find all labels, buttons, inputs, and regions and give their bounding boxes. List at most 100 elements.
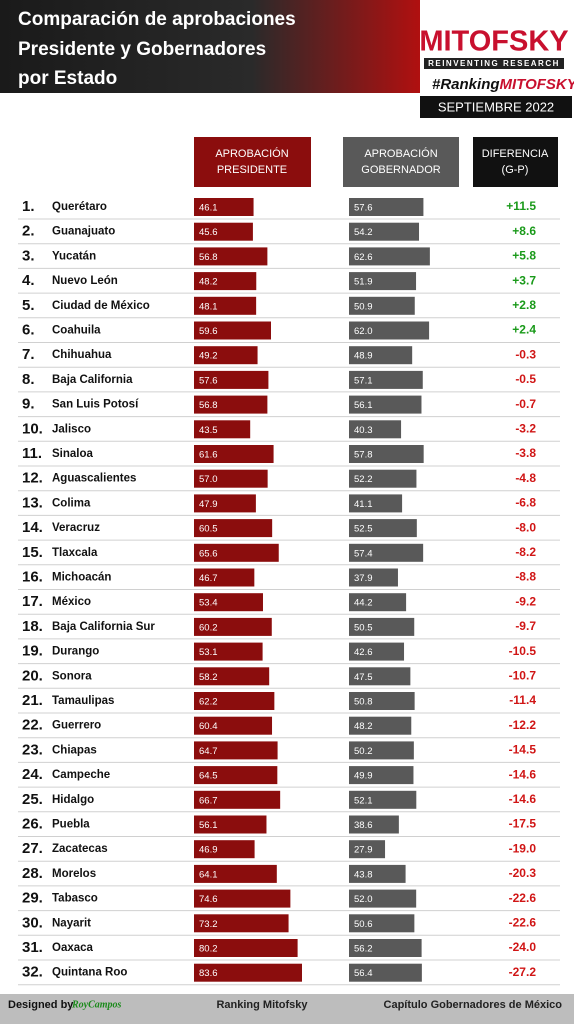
- bar-label: 40.3: [354, 425, 373, 436]
- bar-label: 73.2: [199, 919, 218, 930]
- difference: -8.0: [515, 520, 536, 534]
- bar-label: 50.9: [354, 301, 373, 312]
- bar-label: 60.4: [199, 721, 218, 732]
- rank: 12.: [22, 470, 43, 487]
- difference: -8.8: [515, 570, 536, 584]
- difference: +5.8: [512, 249, 536, 263]
- footer-designed: Designed by: [8, 999, 74, 1011]
- bar-label: 57.8: [354, 450, 373, 461]
- bar: [349, 617, 415, 636]
- difference: -14.5: [509, 743, 537, 757]
- bar-label: 48.9: [354, 351, 373, 362]
- bar-label: 27.9: [354, 845, 373, 856]
- bar-label: 46.1: [199, 203, 218, 214]
- rank: 11.: [22, 445, 42, 462]
- bar-label: 56.8: [199, 252, 218, 263]
- difference: +8.6: [512, 224, 536, 238]
- bar-label: 47.5: [354, 672, 373, 683]
- bar-label: 53.4: [199, 598, 218, 609]
- bar: [194, 642, 263, 661]
- bar: [349, 543, 424, 562]
- difference: -9.7: [515, 619, 536, 633]
- bar-label: 74.6: [199, 894, 218, 905]
- rank: 7.: [22, 346, 35, 363]
- bar-label: 52.0: [354, 894, 373, 905]
- bar-label: 52.1: [354, 795, 373, 806]
- bar: [194, 445, 274, 463]
- rank: 20.: [22, 667, 43, 684]
- bar-label: 56.1: [199, 820, 218, 831]
- difference: -10.5: [509, 644, 537, 658]
- bar: [194, 766, 278, 785]
- footer-designer: RoyCampos: [71, 999, 122, 1010]
- date: SEPTIEMBRE 2022: [438, 99, 554, 114]
- bar: [349, 247, 430, 266]
- bar: [349, 469, 417, 488]
- bar-label: 64.5: [199, 771, 218, 782]
- bar: [194, 667, 270, 686]
- bar: [194, 741, 278, 760]
- rank: 15.: [22, 544, 43, 561]
- tagline-band: [424, 58, 564, 69]
- rank: 10.: [22, 420, 43, 437]
- difference: +3.7: [512, 273, 536, 287]
- bar: [349, 346, 413, 365]
- difference: -8.2: [515, 545, 536, 559]
- state-name: Yucatán: [52, 250, 96, 262]
- column-header: APROBACIÓN: [364, 147, 437, 160]
- difference: -9.2: [515, 594, 536, 608]
- rank: 31.: [22, 939, 43, 956]
- rank: 22.: [22, 717, 43, 734]
- bar: [349, 766, 414, 785]
- rank: 19.: [22, 643, 43, 660]
- state-name: Michoacán: [52, 572, 111, 584]
- state-name: Tlaxcala: [52, 547, 98, 559]
- bar: [194, 963, 302, 982]
- col-header-governor: [343, 137, 459, 187]
- difference: -27.2: [509, 965, 537, 979]
- bar-label: 41.1: [354, 499, 373, 510]
- bar-label: 62.2: [199, 697, 218, 708]
- difference: -0.3: [515, 347, 536, 361]
- state-name: Chiapas: [52, 744, 97, 756]
- bar-label: 56.2: [354, 944, 373, 955]
- rank: 16.: [22, 568, 43, 585]
- bar: [349, 198, 424, 216]
- bar-label: 46.9: [199, 845, 218, 856]
- state-name: Chihuahua: [52, 349, 112, 361]
- rank: 28.: [22, 865, 43, 882]
- col-header-difference: [473, 137, 558, 187]
- tagline: REINVENTING RESEARCH: [428, 59, 560, 68]
- bar-label: 62.0: [354, 326, 373, 337]
- bar: [194, 815, 267, 834]
- state-name: San Luis Potosí: [52, 399, 139, 411]
- bar: [194, 198, 254, 216]
- rank: 9.: [22, 396, 35, 413]
- state-name: Tamaulipas: [52, 695, 114, 707]
- state-name: Baja California: [52, 374, 133, 386]
- bar-label: 56.8: [199, 400, 218, 411]
- column-header: PRESIDENTE: [217, 164, 287, 176]
- bar: [194, 420, 251, 439]
- difference: -19.0: [509, 841, 537, 855]
- rank: 4.: [22, 272, 35, 289]
- state-name: México: [52, 596, 91, 608]
- bar-label: 54.2: [354, 227, 373, 238]
- difference: -24.0: [509, 940, 537, 954]
- rank: 8.: [22, 371, 35, 388]
- state-name: Hidalgo: [52, 794, 94, 806]
- bar: [194, 840, 255, 859]
- bar-label: 60.2: [199, 622, 218, 633]
- state-name: Oaxaca: [52, 942, 94, 954]
- bar-label: 57.4: [354, 548, 373, 559]
- difference: -11.4: [509, 693, 536, 707]
- state-name: Sonora: [52, 670, 92, 682]
- column-header: (G-P): [502, 164, 529, 176]
- state-name: Tabasco: [52, 893, 98, 905]
- bar: [349, 296, 415, 315]
- bar-label: 50.2: [354, 746, 373, 757]
- bar-label: 64.1: [199, 869, 218, 880]
- bar-label: 44.2: [354, 598, 373, 609]
- rank: 32.: [22, 964, 43, 981]
- hashtag-prefix: #Ranking: [432, 76, 500, 93]
